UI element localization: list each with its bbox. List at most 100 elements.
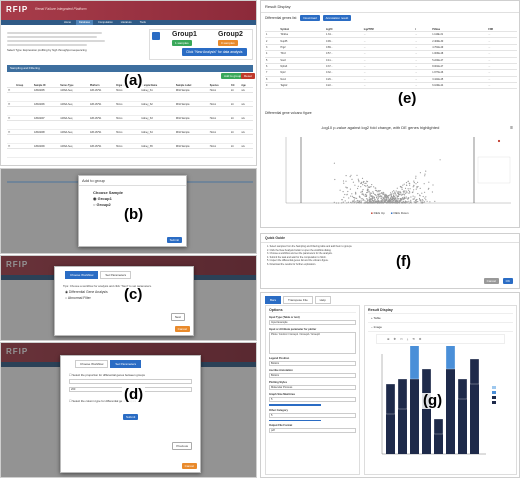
gene-row[interactable]: 8 Nxs4 0.26......... 3.441E-25... (265, 76, 517, 84)
bar-segment[interactable] (421, 368, 432, 395)
submit-group-button[interactable]: Submit (166, 237, 182, 243)
option-input[interactable]: Molecular Process (269, 385, 356, 390)
proportion-select[interactable] (69, 379, 192, 384)
gene-row[interactable]: 3 Hrg2 0.89......... 4.761E-29... (265, 44, 517, 52)
table-row[interactable]: ☐ GSM1099 mRNA-Seq GPL16791 Homo kidney_S5 RNA… (7, 143, 253, 149)
bar[interactable] (398, 409, 407, 454)
collapse-table[interactable]: + Table (368, 314, 513, 323)
annotation-button[interactable]: Annotation result (322, 15, 352, 21)
col-sample-id[interactable]: Sample ID (32, 83, 60, 88)
col-group[interactable]: Group (15, 83, 33, 88)
group1-samples-button[interactable]: 1 samples (172, 40, 192, 46)
gene-row[interactable]: 7 Npr2 0.32......... 1.977E-26... (265, 69, 517, 77)
col-log2tpm[interactable]: log2TPM (362, 27, 415, 32)
menu-icon[interactable]: ≡ (510, 125, 513, 131)
option-input[interactable]: Bottom (269, 373, 356, 378)
col-platform[interactable]: Platform (88, 83, 115, 88)
settings-icon[interactable]: ⚙ (418, 337, 422, 341)
option-dge[interactable]: ◉ Differential Gene Analysis (65, 290, 108, 294)
option-slider[interactable] (269, 419, 322, 421)
pan-icon[interactable]: ✥ (393, 337, 397, 341)
bar-segment[interactable] (433, 418, 444, 435)
get-samples-button[interactable] (152, 32, 160, 40)
row-checkbox[interactable]: ☐ (7, 87, 16, 93)
col-species[interactable]: Species (208, 83, 231, 88)
save-icon[interactable]: ⤓ (406, 337, 409, 341)
gene-row[interactable]: 1 Tdrd1a 1.34......... 1.110E-31... (265, 31, 517, 39)
col-symbol[interactable]: Symbol (279, 27, 326, 32)
add-to-group-button[interactable]: Add to group (221, 73, 245, 79)
reset-button[interactable]: Reset (241, 73, 255, 79)
tab-help[interactable]: Help (314, 296, 331, 304)
app-logo[interactable]: RFIP (6, 5, 29, 14)
bar[interactable] (422, 394, 431, 454)
nav-computation[interactable]: Computation (98, 21, 113, 24)
group2-samples-button[interactable]: 0 samples (218, 40, 238, 46)
cancel-button-c[interactable]: Cancel (174, 326, 190, 332)
option-abnormal[interactable]: ○ Abnormal Filter (65, 296, 91, 300)
tab-set-parameters-d[interactable]: Set Parameters (110, 360, 142, 368)
legend-down[interactable]: ■ DEG Down (390, 211, 409, 215)
group2-option[interactable]: ○ Group2 (93, 202, 111, 207)
row-checkbox[interactable]: ☐ (7, 101, 16, 107)
option-slider[interactable] (269, 404, 322, 406)
col-kit[interactable]: Kit (230, 83, 241, 88)
option-input[interactable]: Plots / Control / Group1 / Group2 / Grou… (269, 332, 356, 354)
col-sample-label[interactable]: Sample Label (174, 83, 209, 88)
select-icon[interactable]: ▭ (400, 337, 403, 341)
previous-button[interactable]: Previous (172, 442, 192, 450)
bar-segment[interactable] (457, 378, 468, 400)
bar-segment[interactable] (385, 383, 396, 415)
bar-segment[interactable] (397, 378, 408, 410)
volcano-point-up[interactable] (497, 139, 501, 143)
tab-choose-workflow[interactable]: Choose Workflow (65, 271, 99, 279)
cancel-button-f[interactable]: Cancel (483, 278, 499, 284)
table-row[interactable]: ☐ GSM1098 mRNA-Seq GPL16791 Homo kidney_S4 RNA… (7, 129, 253, 135)
gene-row[interactable]: 5 Sox2 0.41......... 5.224E-27... (265, 57, 517, 64)
submit-button-d[interactable]: Submit (123, 414, 139, 420)
legend-up[interactable]: ■ DEG Up (371, 211, 385, 215)
check-proportion[interactable]: ☐ Select the proportion for differential… (69, 373, 145, 377)
nav-literature[interactable]: Literature (120, 21, 132, 24)
tab-bars[interactable]: Bars (265, 296, 282, 304)
col-series-type[interactable]: Series Type (59, 83, 89, 88)
cancel-button-d[interactable]: Cancel (181, 463, 197, 469)
option-input[interactable]: Bottom (269, 361, 356, 366)
bar-segment[interactable] (469, 358, 480, 385)
check-column-type[interactable]: ☐ Select the column type for differentia… (69, 399, 137, 403)
option-input[interactable]: pdf (269, 428, 356, 433)
col-sample-name[interactable]: Sample Name (140, 83, 175, 88)
row-checkbox[interactable]: ☐ (7, 143, 16, 149)
nav-home[interactable]: Home (64, 21, 71, 24)
tab-transpose[interactable]: Transpose File (283, 296, 313, 304)
nav-tools[interactable]: Tools (139, 21, 146, 24)
tab-set-parameters[interactable]: Set Parameters (100, 271, 132, 279)
gene-row[interactable]: 4 Tfrc2 0.57......... 1.003E-28... (265, 50, 517, 58)
reset-icon[interactable]: ⟲ (412, 337, 415, 341)
group1-option[interactable]: ◉ Group1 (93, 196, 112, 201)
table-row[interactable]: ☐ GSM1096 mRNA-Seq GPL16791 Homo kidney_S2 RNA… (7, 101, 253, 107)
option-input[interactable]: 5 (269, 397, 356, 402)
bar[interactable] (410, 379, 419, 454)
gene-row[interactable]: 2 Nup35 0.99......... 2.400E-30... (265, 37, 517, 45)
bar[interactable] (446, 369, 455, 454)
next-button[interactable]: Next (170, 313, 185, 321)
option-input[interactable]: Input Example (269, 320, 356, 325)
col-fdr[interactable]: FDR (487, 27, 517, 32)
download-button[interactable]: Download (300, 15, 320, 21)
nav-database[interactable]: Database (75, 20, 94, 25)
col-age[interactable]: Age (240, 83, 253, 88)
table-row[interactable]: ☐ GSM1097 mRNA-Seq GPL16791 Homo kidney_S3 RNA… (7, 115, 253, 121)
new-analysis-button[interactable]: Click "New Analysis" for data analysis (182, 48, 247, 56)
col-pvalue[interactable]: PValue (431, 27, 488, 32)
col-logfc[interactable]: logFC (325, 27, 363, 32)
bar[interactable] (386, 414, 395, 454)
ok-button[interactable]: OK (502, 278, 513, 284)
bar[interactable] (434, 434, 443, 454)
tab-choose-workflow-d[interactable]: Choose Workflow (75, 360, 109, 368)
gene-row[interactable]: 6 Nphs3 0.37......... 8.001E-27... (265, 63, 517, 71)
zoom-icon[interactable]: ⊕ (387, 337, 390, 341)
bar-segment[interactable] (409, 343, 420, 380)
collapse-image[interactable]: − Image (368, 323, 513, 332)
gene-row[interactable]: 9 Tagln2 0.22......... 6.100E-24... (265, 82, 517, 90)
